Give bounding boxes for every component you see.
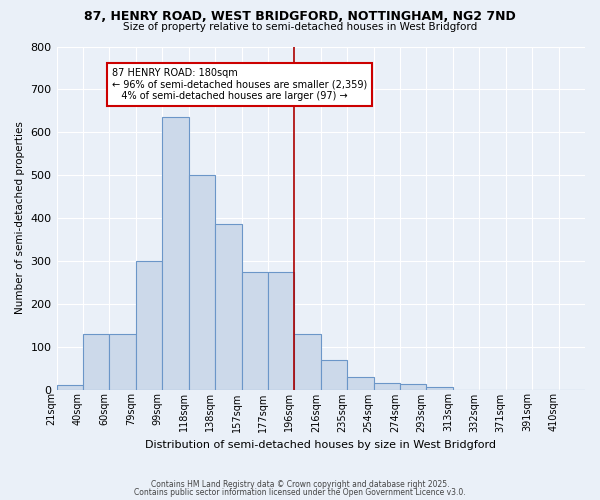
Bar xyxy=(374,383,400,390)
Bar xyxy=(268,272,295,390)
Bar xyxy=(427,388,453,390)
Bar xyxy=(215,224,242,390)
Bar xyxy=(188,175,215,390)
Bar xyxy=(347,376,374,390)
Bar xyxy=(162,117,188,390)
Text: 87 HENRY ROAD: 180sqm
← 96% of semi-detached houses are smaller (2,359)
   4% of: 87 HENRY ROAD: 180sqm ← 96% of semi-deta… xyxy=(112,68,367,101)
X-axis label: Distribution of semi-detached houses by size in West Bridgford: Distribution of semi-detached houses by … xyxy=(145,440,496,450)
Bar xyxy=(109,334,136,390)
Text: Contains public sector information licensed under the Open Government Licence v3: Contains public sector information licen… xyxy=(134,488,466,497)
Bar xyxy=(136,261,162,390)
Bar xyxy=(56,385,83,390)
Bar xyxy=(83,334,109,390)
Bar xyxy=(242,272,268,390)
Bar xyxy=(295,334,321,390)
Text: 87, HENRY ROAD, WEST BRIDGFORD, NOTTINGHAM, NG2 7ND: 87, HENRY ROAD, WEST BRIDGFORD, NOTTINGH… xyxy=(84,10,516,23)
Text: Size of property relative to semi-detached houses in West Bridgford: Size of property relative to semi-detach… xyxy=(123,22,477,32)
Bar xyxy=(400,384,427,390)
Bar xyxy=(321,360,347,390)
Text: Contains HM Land Registry data © Crown copyright and database right 2025.: Contains HM Land Registry data © Crown c… xyxy=(151,480,449,489)
Y-axis label: Number of semi-detached properties: Number of semi-detached properties xyxy=(15,122,25,314)
